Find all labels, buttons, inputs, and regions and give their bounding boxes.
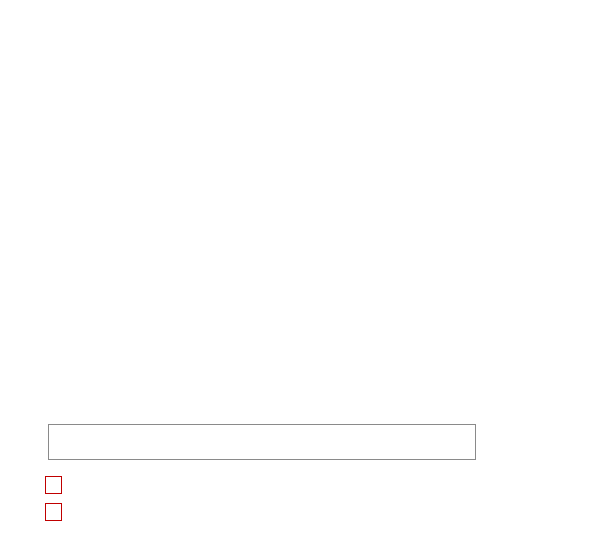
legend-item-property [49, 427, 475, 443]
sale-annotation-row-2 [0, 503, 600, 523]
hpi-line-swatch [59, 452, 91, 455]
price-chart [0, 0, 600, 420]
sale-1-badge [45, 476, 62, 494]
property-line-swatch [59, 434, 91, 437]
sale-2-badge [45, 503, 62, 521]
sale-annotation-row-1 [0, 476, 600, 496]
legend-item-hpi [49, 445, 475, 461]
chart-legend [48, 424, 476, 460]
